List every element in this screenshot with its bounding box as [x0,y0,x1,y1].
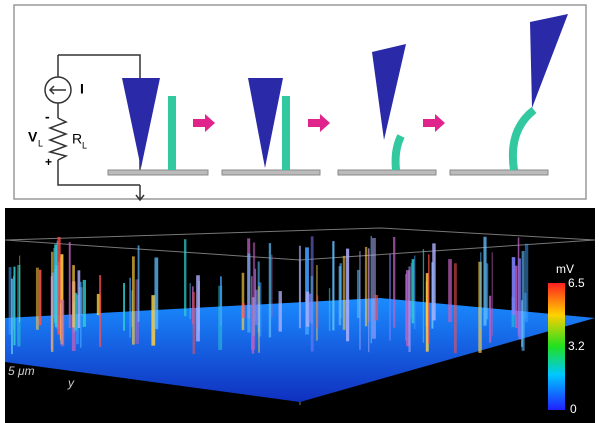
current-arrow [48,85,66,95]
wire [57,54,141,186]
step-arrow [308,114,330,132]
afm-tip [248,78,283,168]
substrates [107,169,549,176]
voltage-peaks [8,235,529,355]
circuit [44,54,145,202]
current-source [44,76,72,104]
current-label: I [80,81,84,97]
schematic-panel [13,4,587,200]
polarity-plus: + [45,155,52,169]
substrate [221,169,321,176]
nanowire [391,134,405,171]
substrate [337,169,437,176]
polarity-minus: - [45,109,50,125]
colorbar-unit: mV [556,262,574,276]
colorbar-tick: 6.5 [568,276,585,290]
substrate [449,169,549,176]
resistor-label: R [72,131,82,147]
resistor [47,117,69,161]
voltage-subscript: L [38,138,43,148]
afm-tip [122,78,160,168]
arrows [193,114,445,132]
nanowires [168,96,537,171]
afm-tip [372,44,406,140]
axis-label: y [67,376,75,390]
step-arrow [193,114,215,132]
resistor-subscript: L [82,140,87,150]
colorbar-tick: 3.2 [568,339,585,353]
substrate [107,169,209,176]
colorbar-tick: 0 [570,402,577,416]
ground [135,185,145,202]
nanowire [508,106,537,171]
afm-tip [530,14,568,108]
step-arrow [423,114,445,132]
voltage-label: V [28,129,38,145]
scale-label: 5 μm [8,364,35,378]
tips [122,14,568,168]
colorbar [548,283,565,410]
